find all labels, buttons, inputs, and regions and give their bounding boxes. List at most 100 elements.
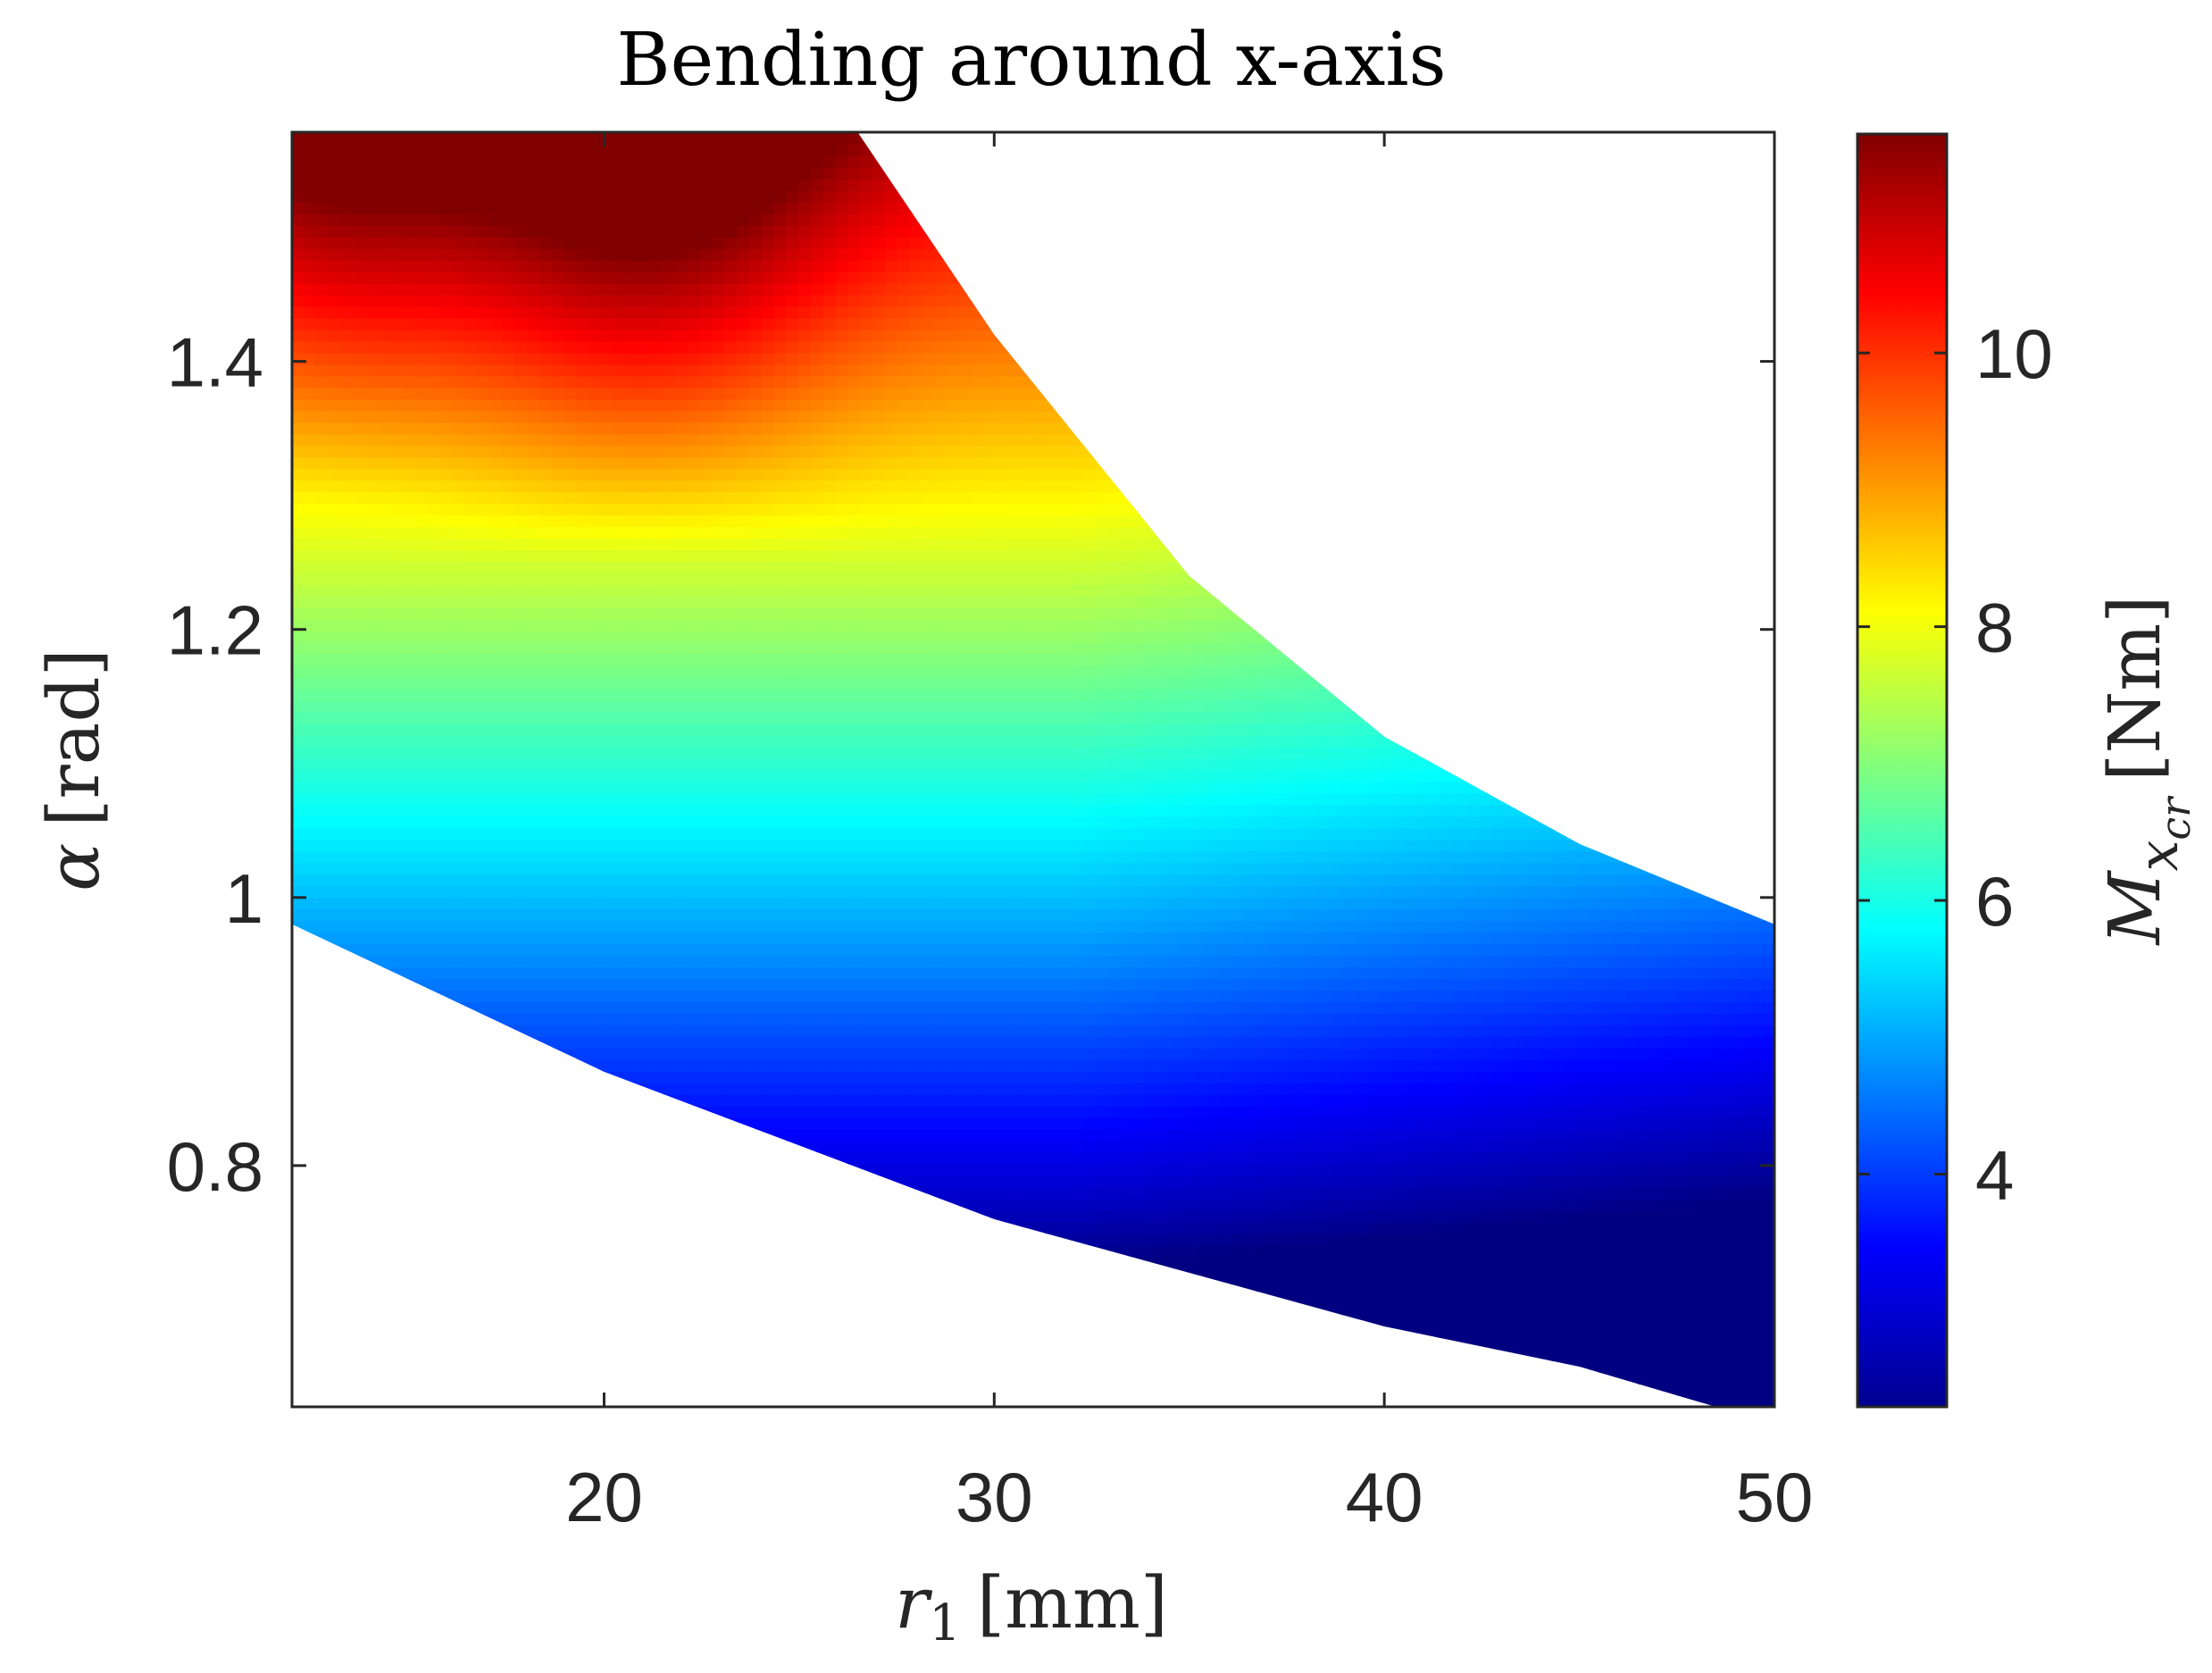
heat-cell — [304, 816, 318, 829]
heat-cell — [748, 606, 763, 620]
heat-cell — [477, 943, 491, 957]
heat-cell — [798, 387, 812, 400]
heat-cell — [724, 1024, 738, 1037]
heat-cell — [822, 1244, 837, 1258]
heat-cell — [687, 862, 701, 875]
heat-cell — [600, 978, 614, 991]
heat-cell — [737, 503, 750, 516]
heat-cell — [316, 1140, 330, 1153]
heat-cell — [638, 445, 652, 458]
heat-cell — [786, 1384, 800, 1397]
heat-cell — [452, 606, 466, 620]
heat-cell — [761, 236, 775, 249]
heat-cell — [464, 757, 479, 771]
heat-cell — [625, 816, 639, 829]
heat-cell — [354, 480, 367, 493]
heat-cell — [464, 538, 479, 550]
heat-cell — [304, 1186, 318, 1200]
heat-cell — [551, 549, 565, 562]
heat-cell — [724, 1082, 738, 1095]
heat-cell — [773, 1047, 788, 1060]
heat-cell — [600, 688, 614, 701]
heat-cell — [526, 155, 540, 168]
heat-cell — [341, 908, 355, 922]
heat-cell — [600, 1093, 614, 1107]
heat-cell — [489, 1302, 504, 1316]
heat-cell — [600, 144, 614, 156]
heat-cell — [613, 1302, 627, 1316]
heat-cell — [452, 271, 466, 284]
heat-cell — [761, 491, 775, 505]
heat-cell — [390, 456, 405, 470]
heat-cell — [847, 1058, 862, 1072]
heat-cell — [464, 224, 479, 238]
heat-cell — [354, 1244, 367, 1258]
heat-cell — [316, 630, 330, 643]
heat-cell — [748, 1001, 763, 1014]
heat-cell — [798, 1047, 812, 1060]
heat-cell — [663, 920, 676, 933]
heat-cell — [687, 1082, 701, 1095]
heat-cell — [526, 1047, 540, 1060]
heat-cell — [687, 1151, 701, 1165]
heat-cell — [712, 1058, 726, 1072]
heat-cell — [563, 340, 578, 354]
heat-cell — [514, 1175, 528, 1188]
heat-cell — [835, 213, 849, 226]
heat-cell — [341, 1163, 355, 1176]
heat-cell — [724, 943, 738, 957]
heat-cell — [687, 1221, 701, 1234]
heat-cell — [502, 1082, 515, 1095]
heat-cell — [674, 526, 689, 540]
heat-cell — [761, 781, 775, 794]
heat-cell — [724, 166, 738, 180]
heat-cell — [576, 1302, 589, 1316]
heat-cell — [378, 1070, 392, 1083]
heat-cell — [798, 236, 812, 249]
heat-cell — [613, 699, 627, 713]
heat-cell — [378, 1001, 392, 1014]
heat-cell — [403, 618, 417, 632]
heat-cell — [674, 955, 689, 968]
heat-cell — [748, 676, 763, 690]
heat-cell — [354, 514, 367, 528]
heat-cell — [663, 676, 676, 690]
heat-cell — [354, 723, 367, 736]
heat-cell — [464, 583, 479, 597]
heat-cell — [366, 166, 380, 180]
heat-cell — [329, 874, 343, 887]
heat-cell — [354, 606, 367, 620]
heat-cell — [428, 746, 441, 759]
heat-cell — [538, 1140, 553, 1153]
heat-cell — [514, 1151, 528, 1165]
heat-cell — [428, 1024, 441, 1037]
heat-cell — [538, 1012, 553, 1025]
heat-cell — [378, 606, 392, 620]
heat-cell — [576, 653, 589, 666]
heat-cell — [514, 259, 528, 272]
heat-cell — [588, 340, 602, 354]
heat-cell — [737, 932, 750, 945]
heat-cell — [316, 294, 330, 307]
heat-cell — [588, 1001, 602, 1014]
heat-cell — [687, 897, 701, 910]
heat-cell — [304, 573, 318, 585]
heat-cell — [514, 514, 528, 528]
heat-cell — [712, 155, 726, 168]
heat-cell — [663, 1093, 676, 1107]
heat-cell — [811, 1326, 824, 1339]
heat-cell — [415, 155, 430, 168]
heat-cell — [663, 595, 676, 608]
heat-cell — [514, 433, 528, 447]
heat-cell — [538, 641, 553, 655]
heat-cell — [390, 375, 405, 389]
heat-cell — [822, 503, 837, 516]
heat-cell — [687, 375, 701, 389]
heat-cell — [613, 236, 627, 249]
heat-cell — [600, 932, 614, 945]
heat-cell — [811, 1384, 824, 1397]
heat-cell — [341, 1186, 355, 1200]
heat-cell — [415, 583, 430, 597]
heat-cell — [613, 422, 627, 435]
heat-cell — [786, 757, 800, 771]
